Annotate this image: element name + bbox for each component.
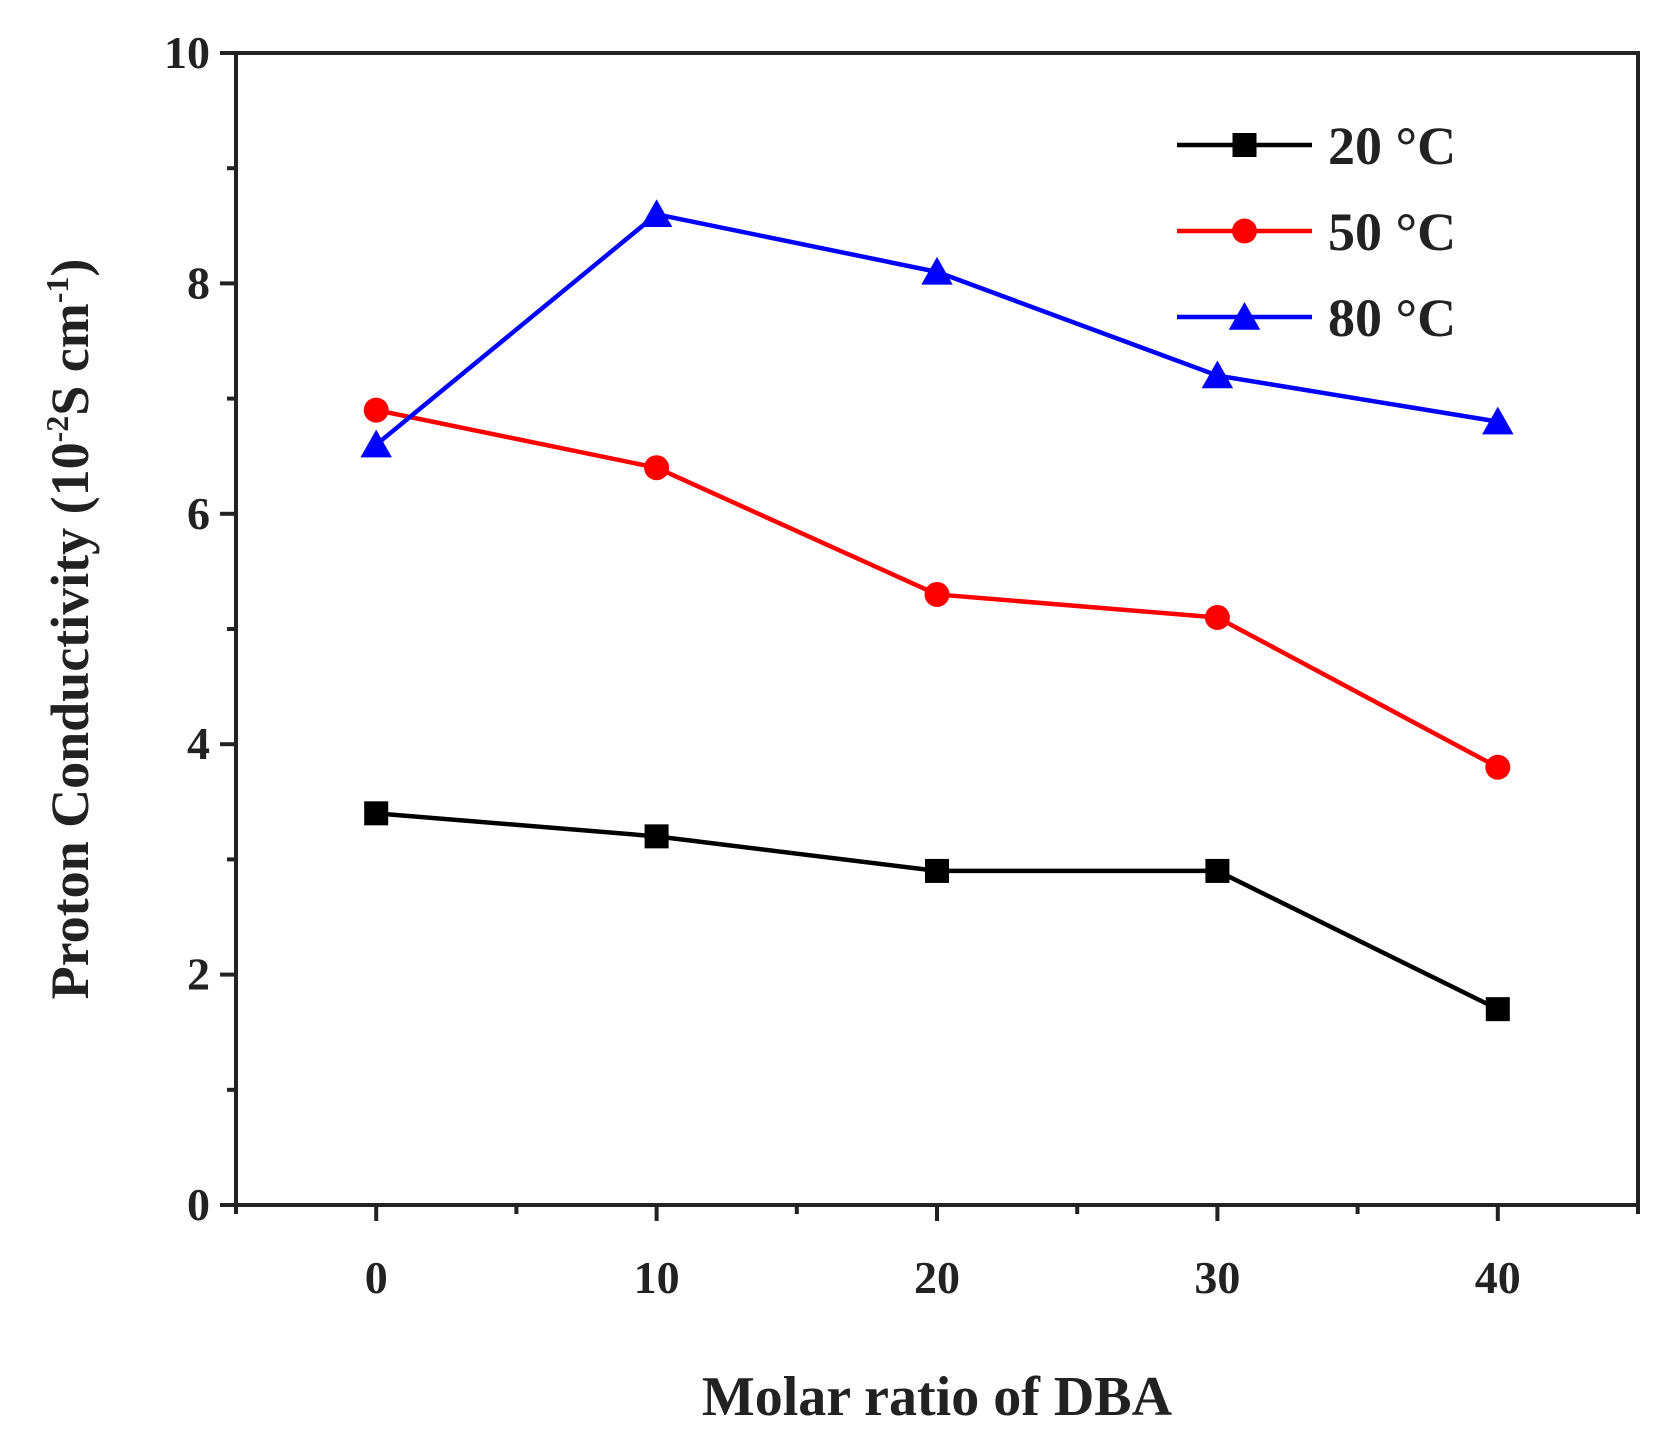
data-point (921, 256, 953, 285)
x-tick-label: 0 (365, 1252, 388, 1303)
legend-label: 80 °C (1328, 288, 1456, 348)
data-point (925, 858, 949, 883)
legend-label: 20 °C (1328, 116, 1456, 176)
y-axis-title-main: Proton Conductivity (10 (40, 442, 100, 999)
series-layer (360, 199, 1514, 1022)
y-tick-label: 8 (187, 257, 210, 308)
data-point (640, 199, 673, 228)
data-point (1204, 604, 1230, 630)
y-axis-title-end: ) (40, 259, 100, 277)
x-tick-label: 20 (914, 1252, 960, 1303)
y-axis-title-unit: S cm (40, 303, 100, 416)
data-point (1485, 754, 1511, 780)
x-axis-title: Molar ratio of DBA (702, 1366, 1173, 1428)
data-point (644, 824, 669, 849)
data-point (1485, 997, 1510, 1022)
y-tick-label: 4 (187, 718, 210, 769)
y-axis-title-exponent: -2 (39, 416, 75, 443)
data-point (1205, 858, 1230, 883)
data-point (363, 397, 389, 423)
legend-item: 80 °C (1177, 288, 1456, 348)
y-tick-label: 0 (187, 1179, 210, 1230)
data-point (924, 581, 950, 607)
y-axis-title-exponent-2: -1 (39, 277, 75, 304)
data-point (1201, 360, 1234, 389)
data-point (360, 429, 392, 458)
series-0 (364, 801, 1510, 1022)
x-tick-label: 40 (1475, 1252, 1521, 1303)
series-1 (363, 397, 1511, 780)
y-tick-label: 2 (187, 949, 210, 1000)
series-2 (360, 199, 1514, 458)
legend-item: 50 °C (1177, 202, 1456, 262)
y-axis-title: Proton Conductivity (10-2S cm-1) (39, 259, 100, 1000)
data-point (644, 455, 670, 481)
x-tick-label: 10 (634, 1252, 680, 1303)
y-tick-label: 10 (164, 27, 210, 78)
legend-label: 50 °C (1328, 202, 1456, 262)
data-point (1482, 406, 1514, 435)
legend-marker (1228, 302, 1261, 330)
legend-item: 20 °C (1177, 116, 1456, 176)
x-tick-label: 30 (1194, 1252, 1240, 1303)
legend-marker (1232, 218, 1257, 244)
x-axis: 0 10 20 30 40 (234, 1205, 1640, 1303)
y-axis: 0 2 4 6 8 10 (164, 27, 236, 1230)
legend: 20 °C 50 °C 80 °C (1177, 116, 1456, 348)
series-line (376, 811, 1499, 1012)
data-point (364, 801, 389, 826)
legend-marker (1232, 133, 1257, 157)
y-tick-label: 6 (187, 488, 210, 539)
